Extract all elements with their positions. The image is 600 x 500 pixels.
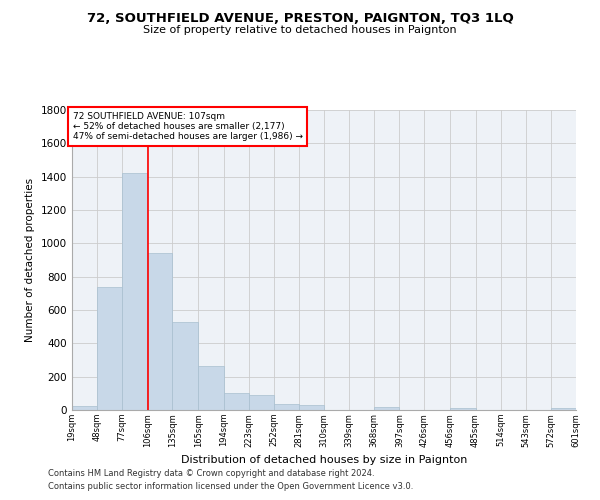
Bar <box>224 392 248 410</box>
Bar <box>374 407 400 410</box>
Bar <box>451 408 476 410</box>
X-axis label: Distribution of detached houses by size in Paignton: Distribution of detached houses by size … <box>181 455 467 465</box>
Y-axis label: Number of detached properties: Number of detached properties <box>25 178 35 342</box>
Bar <box>199 366 224 410</box>
Bar <box>248 394 274 410</box>
Text: 72 SOUTHFIELD AVENUE: 107sqm
← 52% of detached houses are smaller (2,177)
47% of: 72 SOUTHFIELD AVENUE: 107sqm ← 52% of de… <box>73 112 303 142</box>
Bar <box>148 254 172 410</box>
Bar <box>551 408 576 410</box>
Bar <box>299 406 324 410</box>
Bar <box>97 286 122 410</box>
Text: Contains HM Land Registry data © Crown copyright and database right 2024.: Contains HM Land Registry data © Crown c… <box>48 468 374 477</box>
Bar <box>274 404 299 410</box>
Bar <box>72 406 97 410</box>
Text: 72, SOUTHFIELD AVENUE, PRESTON, PAIGNTON, TQ3 1LQ: 72, SOUTHFIELD AVENUE, PRESTON, PAIGNTON… <box>86 12 514 26</box>
Text: Contains public sector information licensed under the Open Government Licence v3: Contains public sector information licen… <box>48 482 413 491</box>
Bar <box>122 174 148 410</box>
Text: Size of property relative to detached houses in Paignton: Size of property relative to detached ho… <box>143 25 457 35</box>
Bar <box>172 322 199 410</box>
